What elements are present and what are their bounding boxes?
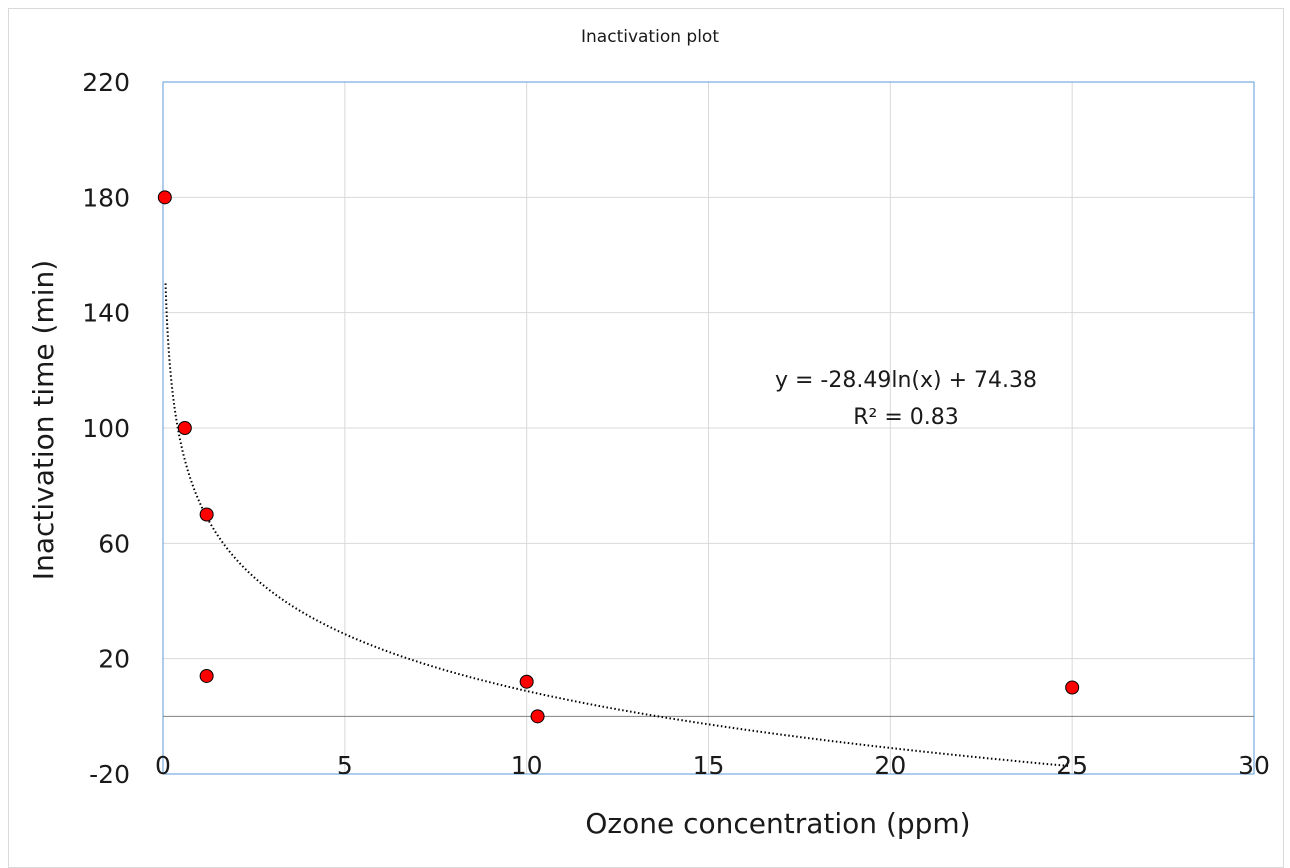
data-point [199, 668, 214, 683]
data-point [1065, 680, 1080, 695]
x-tick-label: 10 [511, 751, 543, 780]
trendline [164, 283, 1069, 767]
y-tick-labels: -20 20 60 100 140 180 220 [82, 68, 130, 789]
chart-title: Inactivation plot [581, 27, 719, 47]
chart: -20 20 60 100 140 180 220 0 5 10 15 20 25 30 Inactiv… [27, 27, 1270, 840]
x-tick-label: 0 [155, 751, 171, 780]
y-tick-label: -20 [89, 760, 130, 789]
x-tick-label: 25 [1056, 751, 1088, 780]
y-tick-label: 220 [82, 68, 130, 97]
x-tick-labels: 0 5 10 15 20 25 30 [155, 751, 1270, 780]
x-tick-label: 15 [693, 751, 725, 780]
x-tick-label: 5 [337, 751, 353, 780]
data-point [157, 190, 172, 205]
data-point [177, 421, 192, 435]
r-squared-label: R² = 0.83 [853, 405, 959, 430]
x-tick-label: 20 [874, 751, 906, 780]
x-tick-label: 30 [1238, 751, 1270, 780]
y-tick-label: 20 [98, 645, 130, 674]
y-axis-label: Inactivation time (min) [27, 260, 60, 580]
y-tick-label: 140 [82, 299, 130, 328]
y-tick-label: 60 [98, 529, 130, 558]
trendline-equation: y = -28.49ln(x) + 74.38 [775, 368, 1037, 393]
plot-area [162, 81, 1255, 775]
y-tick-label: 100 [82, 414, 130, 443]
data-points [157, 190, 1080, 724]
x-axis-label: Ozone concentration (ppm) [585, 807, 970, 840]
data-point [530, 709, 545, 724]
data-point [199, 507, 214, 522]
grid [162, 81, 1255, 775]
data-point [519, 674, 534, 689]
y-tick-label: 180 [82, 183, 130, 212]
